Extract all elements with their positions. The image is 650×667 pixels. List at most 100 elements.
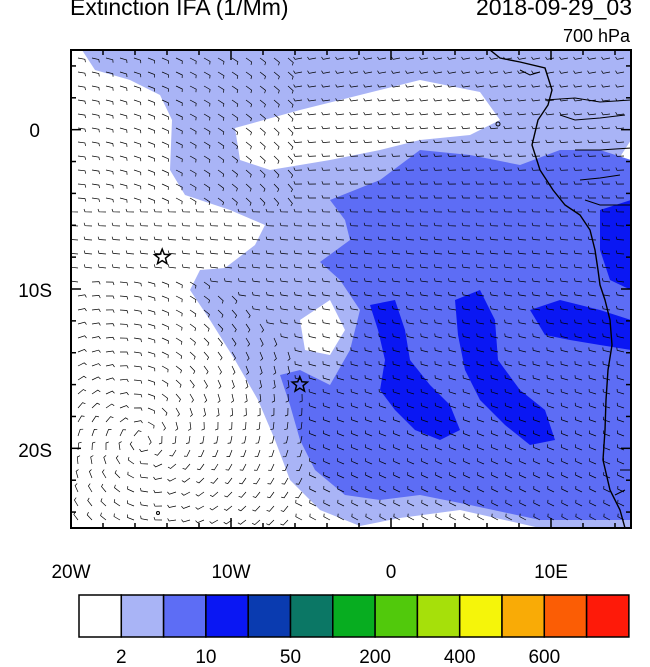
wind-barb — [601, 278, 611, 283]
wind-barb — [351, 444, 359, 451]
wind-barb — [238, 491, 247, 498]
wind-barb — [105, 85, 114, 91]
wind-barb — [461, 125, 471, 130]
wind-barb — [282, 449, 289, 458]
wind-barb — [195, 236, 205, 241]
wind-barb — [349, 181, 359, 185]
wind-barb — [293, 70, 303, 74]
wind-barb — [475, 195, 484, 199]
wind-barb — [223, 208, 233, 213]
wind-barb — [559, 167, 569, 171]
wind-barb — [531, 167, 541, 171]
wind-barb — [307, 195, 316, 199]
wind-barb — [133, 420, 143, 424]
wind-barb — [147, 71, 155, 78]
wind-barb — [256, 421, 261, 431]
wind-barb — [209, 505, 219, 511]
wind-barb — [349, 112, 359, 116]
wind-barb — [504, 305, 513, 311]
wind-barb — [490, 347, 499, 353]
wind-barb — [363, 70, 373, 74]
wind-barb — [259, 85, 266, 94]
wind-barb — [252, 505, 261, 512]
wind-barb — [377, 125, 387, 130]
colorbar-swatch — [458, 594, 503, 638]
wind-barb — [463, 513, 471, 521]
wind-barb — [447, 98, 457, 102]
wind-barb — [74, 483, 79, 493]
wind-barb — [545, 125, 555, 130]
wind-barb — [406, 361, 415, 367]
wind-barb — [587, 250, 597, 255]
wind-barb — [230, 393, 234, 403]
wind-barb — [463, 485, 471, 493]
wind-barb — [133, 379, 143, 384]
wind-barb — [547, 444, 555, 451]
wind-barb — [504, 361, 513, 367]
wind-barb — [477, 499, 485, 507]
wind-barb — [490, 305, 499, 311]
wind-barb — [503, 222, 513, 227]
wind-barb — [76, 455, 81, 465]
wind-barb — [161, 407, 168, 416]
wind-barb — [183, 449, 191, 457]
wind-barb — [125, 236, 135, 241]
wind-barb — [133, 85, 142, 92]
wind-barb — [161, 337, 169, 344]
wind-barb — [217, 393, 221, 403]
wind-barb — [559, 222, 569, 227]
wind-barb — [77, 183, 87, 188]
wind-barb — [559, 264, 569, 269]
wind-barb — [406, 291, 415, 297]
wind-barb — [252, 491, 261, 498]
wind-barb — [111, 236, 121, 241]
wind-barb — [270, 407, 275, 417]
wind-barb — [335, 112, 345, 116]
wind-barb — [91, 183, 100, 189]
wind-barb — [587, 98, 597, 102]
wind-barb — [91, 389, 101, 395]
wind-barb — [363, 208, 373, 213]
wind-barb — [307, 250, 317, 255]
wind-barb — [100, 512, 107, 521]
wind-barb — [161, 351, 169, 359]
wind-barb — [475, 139, 485, 143]
wind-barb — [475, 181, 485, 185]
wind-barb — [223, 519, 233, 525]
wind-barb — [91, 428, 98, 437]
wind-barb — [615, 70, 625, 74]
wind-barb — [321, 264, 331, 269]
wind-barb — [245, 127, 252, 136]
wind-barb — [321, 70, 331, 74]
wind-barb — [175, 127, 183, 135]
wind-barb — [447, 236, 457, 241]
wind-barb — [273, 183, 280, 192]
wind-barb — [308, 319, 317, 325]
wind-barb — [601, 222, 611, 227]
wind-barb — [245, 113, 252, 122]
wind-barb — [75, 469, 79, 479]
wind-barb — [199, 435, 205, 444]
wind-barb — [336, 291, 345, 297]
wind-barb — [421, 444, 429, 451]
wind-barb — [419, 84, 429, 88]
wind-barb — [616, 375, 625, 381]
wind-barb — [350, 402, 359, 409]
wind-barb — [321, 208, 331, 213]
wind-barb — [449, 513, 457, 521]
wind-barb — [419, 98, 429, 102]
wind-barb — [476, 305, 485, 311]
wind-barb — [475, 167, 485, 171]
wind-barb — [245, 155, 252, 164]
wind-barb — [309, 485, 317, 493]
wind-barb — [140, 515, 149, 521]
wind-barb — [477, 458, 485, 465]
wind-barb — [286, 365, 290, 375]
wind-barb — [296, 449, 303, 458]
wind-barb — [378, 416, 387, 423]
wind-barb — [503, 153, 513, 157]
wind-barb — [462, 361, 471, 367]
wind-barb — [153, 503, 163, 507]
wind-barb — [287, 57, 294, 66]
wind-barb — [293, 84, 303, 88]
